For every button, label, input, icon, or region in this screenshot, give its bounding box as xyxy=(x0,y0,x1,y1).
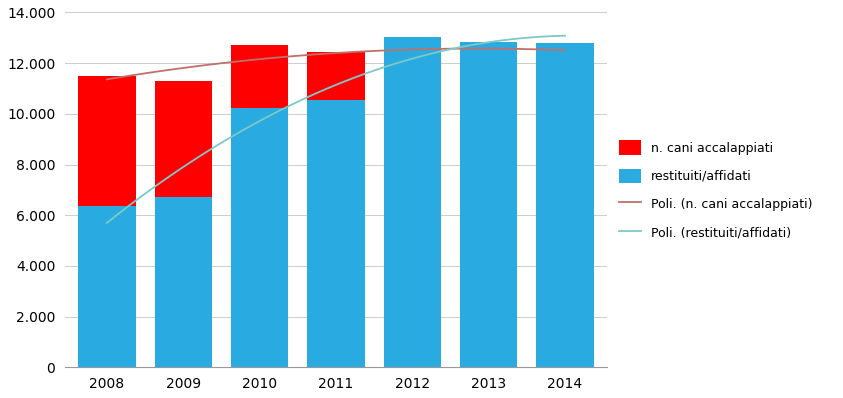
Bar xyxy=(536,43,593,367)
Bar xyxy=(384,59,441,367)
Bar xyxy=(154,197,212,367)
Legend: n. cani accalappiati, restituiti/affidati, Poli. (n. cani accalappiati), Poli. (: n. cani accalappiati, restituiti/affidat… xyxy=(619,140,813,239)
Bar xyxy=(460,42,518,367)
Bar xyxy=(460,44,518,367)
Bar xyxy=(308,100,364,367)
Bar xyxy=(78,207,136,367)
Bar xyxy=(231,107,288,367)
Bar xyxy=(78,76,136,367)
Bar xyxy=(536,51,593,367)
Bar xyxy=(308,52,364,367)
Bar xyxy=(231,45,288,367)
Bar xyxy=(154,81,212,367)
Bar xyxy=(384,37,441,367)
